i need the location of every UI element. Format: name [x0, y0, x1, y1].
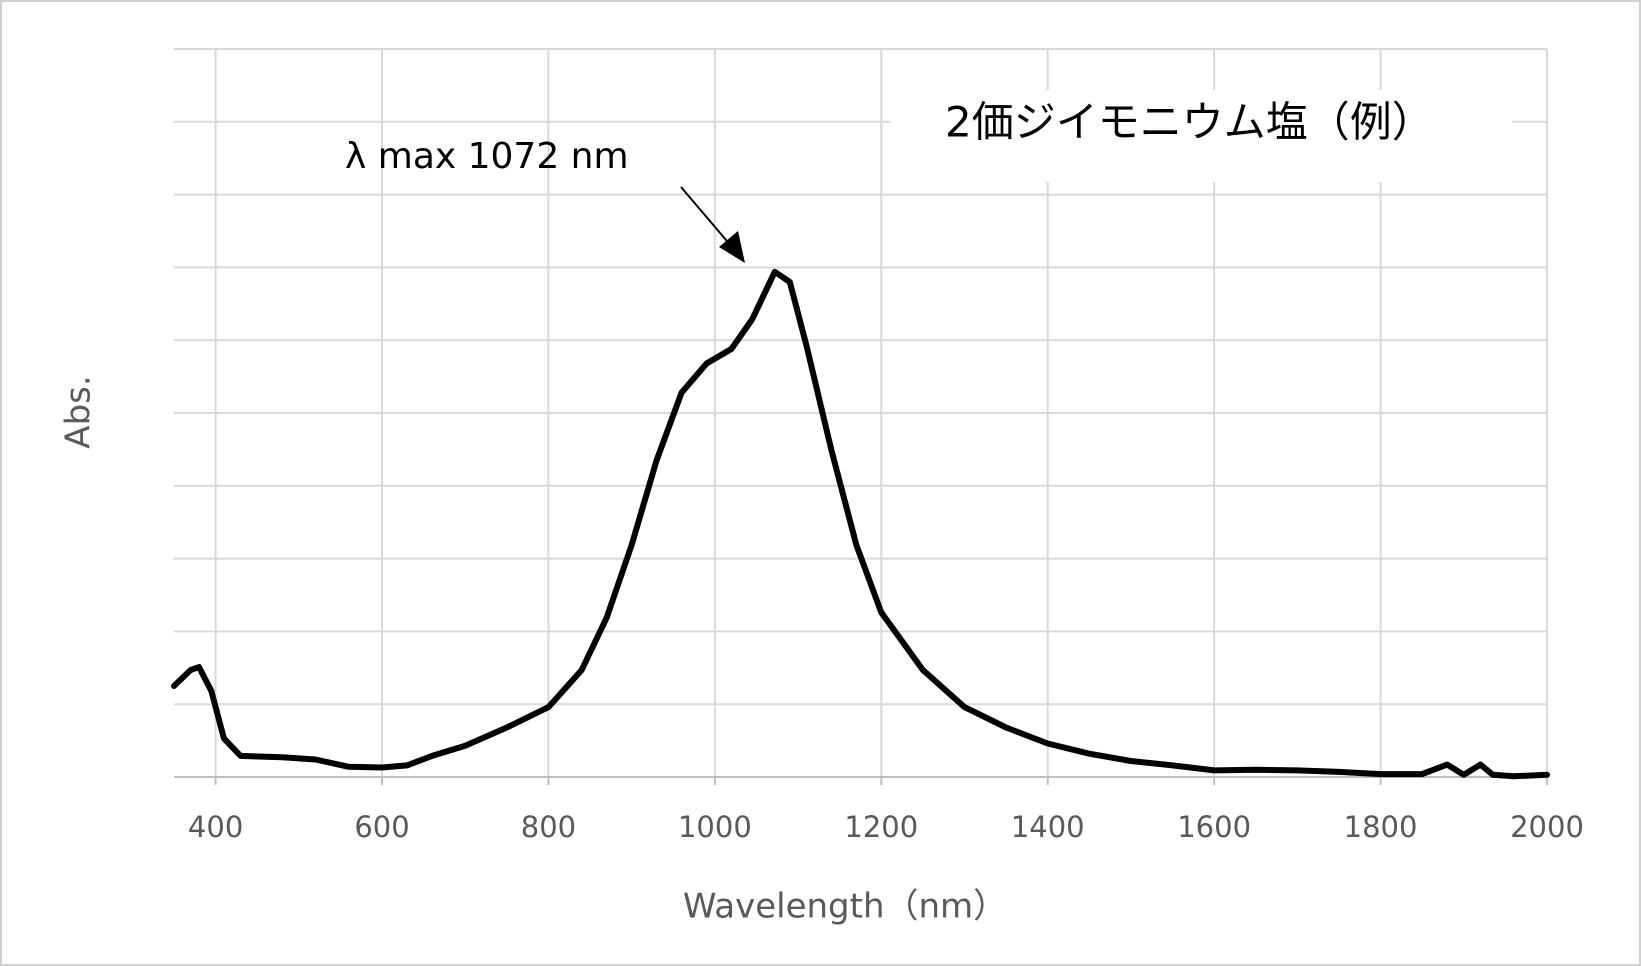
annotation-arrow — [680, 186, 733, 248]
x-tick-label: 1200 — [844, 810, 918, 844]
x-tick-label: 1000 — [678, 810, 752, 844]
x-tick-label: 1800 — [1344, 810, 1418, 844]
grid — [174, 48, 1548, 778]
x-axis-title: Wavelength（nm） — [683, 887, 1007, 927]
spectrum-line — [171, 268, 1550, 780]
annotation-arrowhead — [719, 231, 745, 263]
x-tick-label: 1600 — [1177, 810, 1251, 844]
x-tick-label: 800 — [521, 810, 576, 844]
x-tick-label: 400 — [188, 810, 243, 844]
x-tick-label: 1400 — [1011, 810, 1085, 844]
legend-box — [890, 90, 1512, 182]
x-tick-label: 2000 — [1510, 810, 1584, 844]
y-axis-title: Abs. — [59, 375, 99, 448]
annotation: λ max 1072 nm — [345, 136, 629, 177]
x-tick-label: 600 — [354, 810, 409, 844]
legend-label: 2価ジイモニウム塩（例） — [945, 98, 1434, 147]
